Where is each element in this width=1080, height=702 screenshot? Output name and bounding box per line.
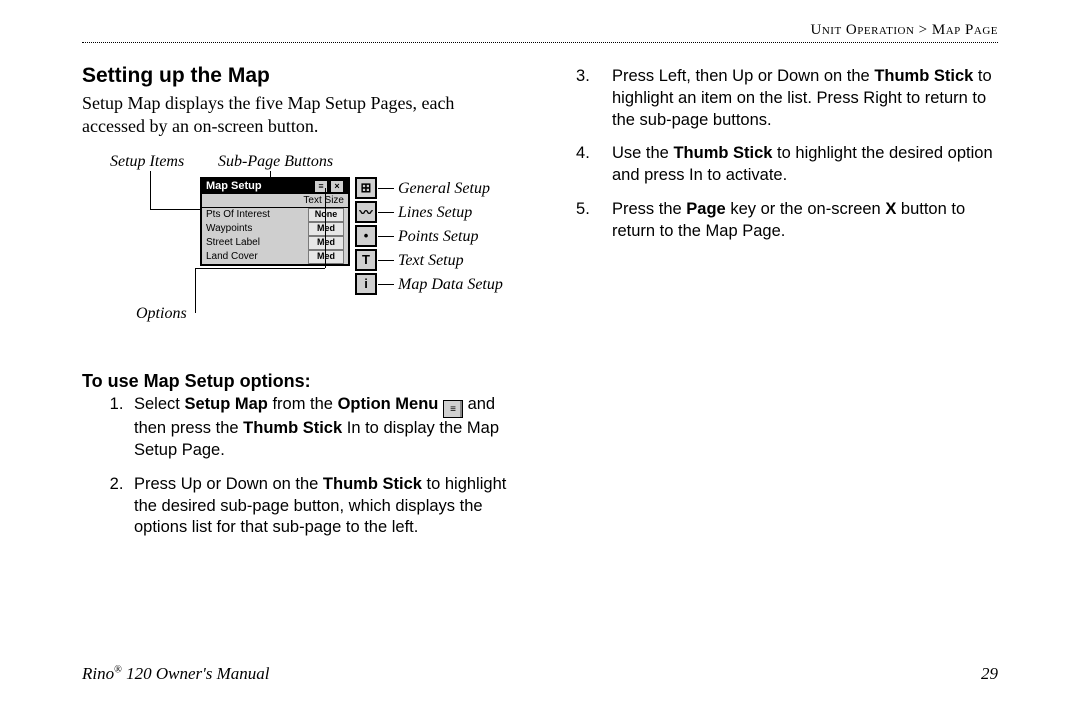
right-steps: Press Left, then Up or Down on the Thumb… [560, 66, 998, 242]
row-key: Land Cover [206, 251, 308, 262]
label-setup-items: Setup Items [110, 153, 184, 171]
size-header: Text Size [202, 194, 348, 208]
t: Press Up or Down on the [134, 475, 323, 493]
t: key or the on-screen [726, 200, 886, 218]
row-key: Street Label [206, 237, 308, 248]
step-item: Press Up or Down on the Thumb Stick to h… [128, 474, 520, 539]
label-options: Options [136, 305, 187, 323]
panel-row: Pts Of InterestNone [202, 208, 348, 222]
diagram: Setup Items Sub-Page Buttons Options Map… [100, 153, 520, 353]
page: Unit Operation > Map Page Setting up the… [0, 0, 1080, 702]
right-column: Press Left, then Up or Down on the Thumb… [560, 60, 998, 642]
row-val: None [308, 208, 344, 222]
leader-line [195, 268, 325, 269]
breadcrumb-page: Map Page [932, 22, 998, 38]
t: Setup Map [184, 395, 267, 413]
step-item: Press the Page key or the on-screen X bu… [606, 199, 998, 243]
leader-line [378, 284, 394, 285]
t: X [885, 200, 896, 218]
t: Select [134, 395, 184, 413]
t: Press the [612, 200, 686, 218]
t: 120 Owner's Manual [122, 664, 270, 683]
row-key: Pts Of Interest [206, 209, 308, 220]
text-setup-icon: T [355, 249, 377, 271]
registered-mark: ® [114, 664, 122, 675]
left-steps: Select Setup Map from the Option Menu ≡ … [82, 394, 520, 539]
panel-row: WaypointsMed [202, 222, 348, 236]
leader-line [325, 188, 326, 268]
label-general-setup: General Setup [398, 180, 490, 198]
t: Rino [82, 664, 114, 683]
t: Thumb Stick [673, 144, 772, 162]
label-points-setup: Points Setup [398, 228, 478, 246]
label-text-setup: Text Setup [398, 252, 464, 270]
leader-line [270, 171, 271, 178]
panel-title-text: Map Setup [206, 180, 262, 192]
points-setup-icon: • [355, 225, 377, 247]
leader-line [150, 171, 151, 209]
t: Use the [612, 144, 673, 162]
leader-line [378, 188, 394, 189]
row-val: Med [308, 236, 344, 250]
divider [82, 42, 998, 43]
label-lines-setup: Lines Setup [398, 204, 472, 222]
general-setup-icon: ⊞ [355, 177, 377, 199]
label-mapdata-setup: Map Data Setup [398, 276, 503, 294]
leader-line [378, 260, 394, 261]
breadcrumb: Unit Operation > Map Page [811, 22, 999, 39]
intro-paragraph: Setup Map displays the five Map Setup Pa… [82, 92, 520, 139]
footer-title: Rino® 120 Owner's Manual [82, 664, 270, 684]
breadcrumb-sep: > [914, 22, 931, 38]
leader-line [150, 209, 200, 210]
step-item: Select Setup Map from the Option Menu ≡ … [128, 394, 520, 462]
map-setup-panel: Map Setup ≡ × Text Size Pts Of InterestN… [200, 177, 350, 266]
t: Option Menu [338, 395, 439, 413]
section-heading: Setting up the Map [82, 64, 520, 88]
left-column: Setting up the Map Setup Map displays th… [82, 60, 520, 642]
close-icon: × [330, 180, 344, 193]
panel-row: Land CoverMed [202, 250, 348, 264]
leader-line [378, 236, 394, 237]
t: Thumb Stick [874, 67, 973, 85]
subpage-button-stack: ⊞ 〰 • T i [355, 177, 377, 295]
row-val: Med [308, 222, 344, 236]
leader-line [195, 268, 196, 313]
step-item: Press Left, then Up or Down on the Thumb… [606, 66, 998, 131]
breadcrumb-section: Unit Operation [811, 22, 915, 38]
panel-title-icons: ≡ × [314, 180, 344, 193]
lines-setup-icon: 〰 [355, 201, 377, 223]
footer: Rino® 120 Owner's Manual 29 [82, 664, 998, 684]
step-item: Use the Thumb Stick to highlight the des… [606, 143, 998, 187]
t: Press Left, then Up or Down on the [612, 67, 874, 85]
columns: Setting up the Map Setup Map displays th… [82, 60, 998, 642]
page-number: 29 [981, 664, 998, 684]
panel-title-bar: Map Setup ≡ × [202, 179, 348, 194]
mapdata-setup-icon: i [355, 273, 377, 295]
t: Thumb Stick [243, 419, 342, 437]
t: from the [268, 395, 338, 413]
sub-heading: To use Map Setup options: [82, 371, 520, 392]
t: Thumb Stick [323, 475, 422, 493]
label-subpage-buttons: Sub-Page Buttons [218, 153, 333, 171]
row-key: Waypoints [206, 223, 308, 234]
leader-line [378, 212, 394, 213]
option-menu-icon: ≡ [443, 400, 463, 418]
row-val: Med [308, 250, 344, 264]
t: Page [686, 200, 725, 218]
panel-row: Street LabelMed [202, 236, 348, 250]
